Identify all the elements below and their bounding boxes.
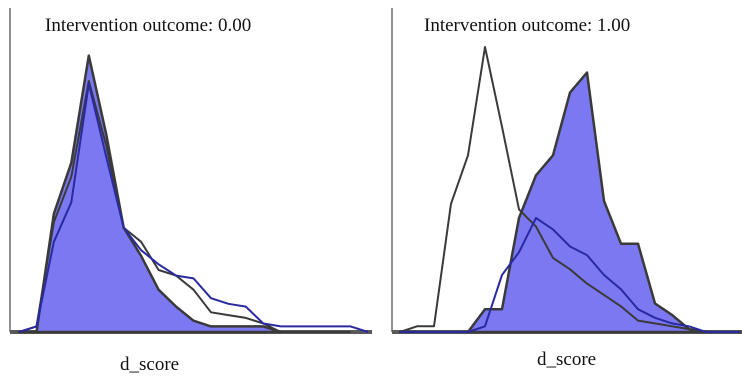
series-layer — [398, 46, 742, 334]
outline-distribution-line — [399, 46, 740, 333]
panel-title: Intervention outcome: 1.00 — [424, 15, 630, 36]
filled-distribution-area — [17, 54, 283, 334]
panel-intervention-0: Intervention outcome: 0.00 d_score — [9, 8, 372, 375]
inner-distribution-line — [400, 217, 740, 333]
x-axis-label: d_score — [120, 354, 179, 375]
panel-title: Intervention outcome: 0.00 — [45, 15, 251, 36]
panel-intervention-1: Intervention outcome: 1.00 d_score — [391, 8, 742, 370]
x-axis-label: d_score — [537, 349, 596, 370]
series-layer — [17, 54, 369, 334]
inner-distribution-line — [18, 82, 369, 333]
outline-distribution-line — [18, 80, 351, 333]
